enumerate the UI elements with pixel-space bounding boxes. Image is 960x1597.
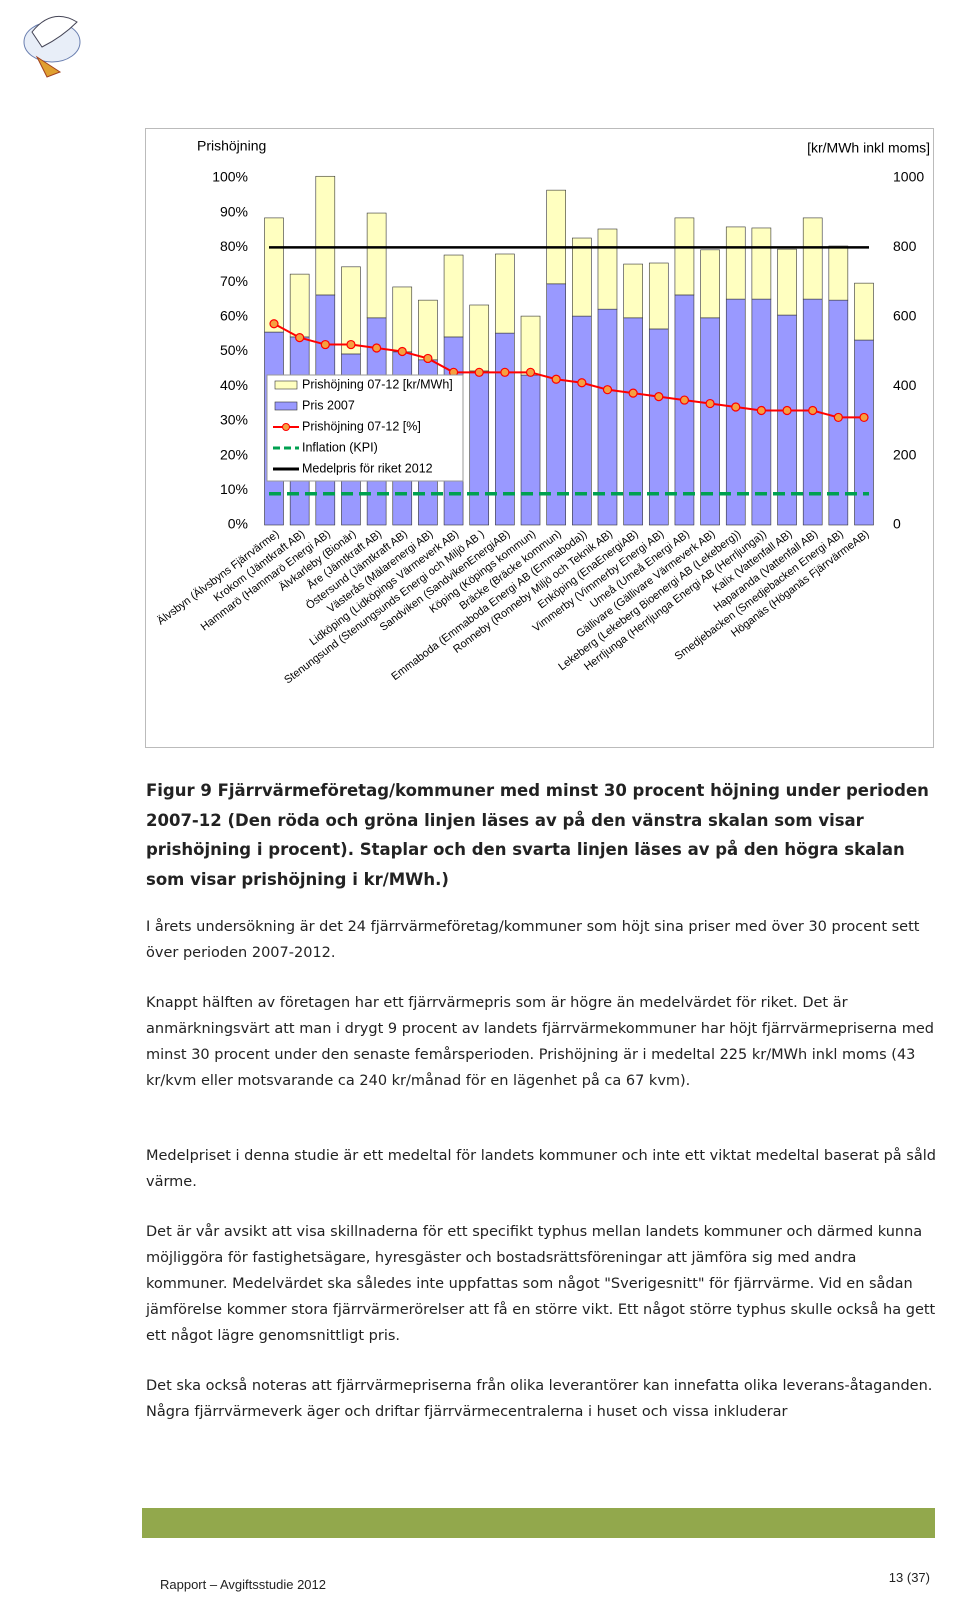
paragraph: Medelpriset i denna studie är ett medelt… — [146, 1148, 936, 1190]
y-tick-label: 30% — [220, 412, 248, 428]
bar-segment — [546, 189, 566, 285]
legend-label: Pris 2007 — [302, 398, 355, 412]
y-tick-label: 0% — [228, 516, 248, 532]
legend-label: Prishöjning 07-12 [kr/MWh] — [302, 377, 453, 391]
line-point — [320, 339, 330, 350]
legend-swatch — [282, 423, 290, 431]
line-point — [269, 319, 279, 329]
bar-segment — [828, 245, 849, 301]
y2-tick-label: 600 — [893, 308, 917, 324]
bar-segment — [341, 266, 361, 355]
legend-label: Inflation (KPI) — [302, 440, 378, 454]
line-point — [397, 346, 407, 357]
bar-segment — [572, 237, 592, 317]
line-point — [628, 388, 638, 398]
bar-segment — [674, 217, 695, 296]
line-point — [372, 343, 382, 353]
y2-axis-title: [kr/MWh inkl moms] — [807, 140, 930, 156]
bar-segment — [264, 217, 284, 333]
logo — [23, 15, 81, 78]
chart: Prishöjning [kr/MWh inkl moms] 0% 10% 20% 3… — [145, 128, 934, 748]
figure-caption: Figur 9 Fjärrvärmeföretag/kommuner med m… — [146, 781, 929, 889]
bar-segment — [777, 248, 797, 316]
bar-segment — [751, 227, 772, 300]
line-point — [782, 405, 792, 416]
y-axis-title: Prishöjning — [197, 138, 266, 154]
bar-segment — [802, 217, 823, 300]
bar-segment — [648, 262, 669, 330]
y-tick-label: 40% — [220, 377, 248, 393]
y-tick-label: 10% — [220, 481, 248, 497]
bar-segment — [520, 315, 541, 376]
y-tick-label: 70% — [220, 273, 248, 289]
bar-segment — [443, 254, 464, 338]
legend-label: Prishöjning 07-12 [%] — [302, 419, 421, 433]
bar-segment — [546, 283, 566, 526]
legend-swatch — [274, 401, 298, 411]
bar-segment — [597, 228, 618, 310]
paragraph: I årets undersökning är det 24 fjärrvärm… — [146, 919, 920, 961]
line-point — [500, 367, 510, 377]
bar-segment — [725, 226, 746, 300]
line-point — [833, 412, 843, 423]
line-point — [756, 405, 766, 416]
paragraph: Det är vår avsikt att visa skillnaderna … — [146, 1224, 936, 1344]
line-point — [602, 385, 613, 395]
y2-tick-label: 400 — [893, 377, 917, 393]
y2-tick-label: 200 — [893, 446, 917, 462]
bar-segment — [828, 299, 849, 526]
line-point — [654, 392, 664, 402]
line-point — [346, 339, 356, 350]
line-point — [423, 353, 433, 364]
bar-segment — [623, 263, 643, 319]
footer-bar — [142, 1508, 935, 1538]
line-point — [808, 405, 818, 416]
bar-segment — [289, 273, 310, 338]
legend-swatch — [274, 380, 298, 390]
legend-box — [266, 374, 464, 482]
line-point — [705, 398, 715, 409]
line-point — [731, 402, 741, 412]
bar-segment — [725, 298, 746, 526]
footer-text: Rapport – Avgiftsstudie 2012 — [160, 1577, 326, 1592]
line-point — [295, 333, 305, 343]
bar-segment — [854, 339, 874, 526]
y-tick-label: 20% — [220, 446, 248, 462]
line-point — [551, 374, 561, 384]
y-tick-label: 60% — [220, 308, 248, 324]
bar-segment — [495, 332, 515, 526]
bar-segment — [366, 212, 387, 319]
line-point — [525, 367, 536, 377]
y-tick-label: 50% — [220, 342, 248, 358]
bar-segment — [648, 328, 669, 526]
y-tick-label: 100% — [212, 169, 248, 185]
paragraph: Knappt hälften av företagen har ett fjär… — [146, 995, 934, 1089]
line-point — [474, 367, 484, 377]
line-point — [577, 378, 587, 388]
bar-segment — [854, 282, 874, 341]
bar-segment — [495, 253, 515, 334]
legend-label: Medelpris för riket 2012 — [302, 461, 433, 475]
bar-segment — [418, 299, 438, 361]
y2-tick-label: 800 — [893, 238, 917, 254]
bar-segment — [469, 304, 490, 372]
line-point — [679, 395, 690, 405]
bar-segment — [674, 294, 695, 526]
bar-segment — [315, 175, 336, 296]
y-tick-label: 80% — [220, 238, 248, 254]
bar-segment — [700, 249, 720, 319]
bar-segment — [392, 286, 413, 353]
y2-tick-label: 1000 — [893, 169, 924, 185]
page-number: 13 (37) — [888, 1570, 930, 1585]
line-point — [859, 412, 869, 423]
paragraph: Det ska också noteras att fjärrvärmepris… — [146, 1378, 933, 1420]
bar-segment — [469, 370, 490, 526]
y2-tick-label: 0 — [893, 516, 901, 532]
bar-segment — [520, 374, 541, 526]
y-tick-label: 90% — [220, 203, 248, 219]
